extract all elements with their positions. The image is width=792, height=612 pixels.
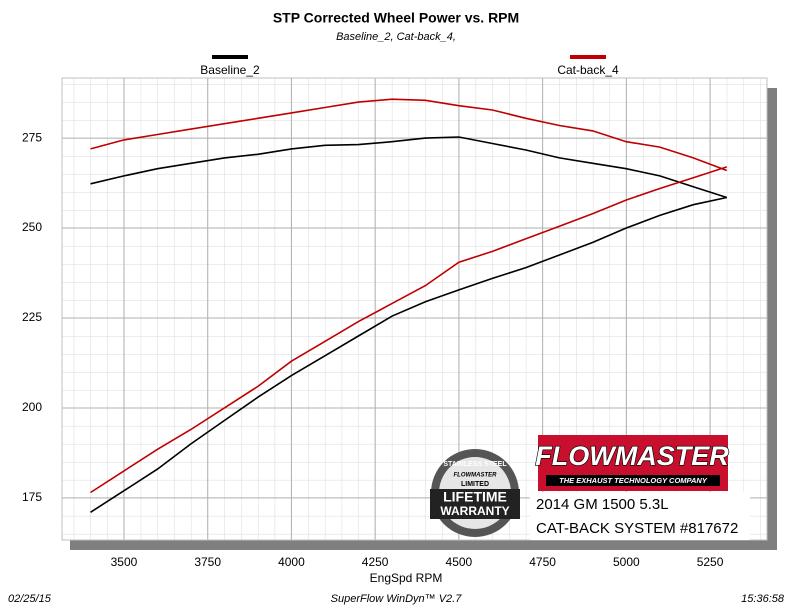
x-tick-label: 3750 (194, 555, 221, 569)
curve (90, 98, 728, 172)
legend-label: Baseline_2 (200, 63, 260, 77)
curve (90, 136, 728, 199)
chart-subtitle: Baseline_2, Cat-back_4, (336, 31, 456, 43)
caption-bg (530, 492, 750, 540)
footer-date: 02/25/15 (8, 593, 52, 605)
x-tick-label: 4250 (362, 555, 389, 569)
badge-band (430, 489, 520, 519)
logo: FLOWMASTER THE EXHAUST TECHNOLOGY COMPAN… (535, 435, 730, 491)
caption-line: CAT-BACK SYSTEM #817672 (536, 520, 738, 537)
y-tick-label: 200 (22, 400, 42, 414)
legend-label: Cat-back_4 (557, 63, 619, 77)
badge-middle: LIMITED (461, 481, 489, 488)
y-tick-label: 250 (22, 220, 42, 234)
x-axis-label: EngSpd RPM (370, 571, 443, 585)
x-tick-label: 5250 (697, 555, 724, 569)
x-tick-label: 4000 (278, 555, 305, 569)
x-tick-label: 4500 (446, 555, 473, 569)
x-tick-label: 5000 (613, 555, 640, 569)
y-tick-label: 275 (22, 130, 42, 144)
curves (90, 98, 728, 513)
x-tick-label: 3500 (111, 555, 138, 569)
footer-software: SuperFlow WinDyn™ V2.7 (331, 593, 463, 605)
badge-line1: LIFETIME (443, 489, 507, 505)
plot-border (61, 77, 768, 541)
badge: STAINLESS STEEL FLOWMASTER LIMITED LIFET… (430, 449, 520, 537)
logo-brand: FLOWMASTER (535, 441, 729, 471)
logo-strip (546, 475, 720, 486)
logo-tagline: THE EXHAUST TECHNOLOGY COMPANY (559, 476, 708, 485)
x-tick-label: 4750 (529, 555, 556, 569)
badge-top: STAINLESS STEEL (443, 461, 507, 468)
y-tick-label: 225 (22, 310, 42, 324)
badge-brand: FLOWMASTER (454, 473, 498, 479)
badge-line2: WARRANTY (440, 504, 509, 518)
caption-line: 2014 GM 1500 5.3L (536, 496, 669, 513)
footer-time: 15:36:58 (741, 593, 785, 605)
chart-title: STP Corrected Wheel Power vs. RPM (273, 10, 519, 26)
y-tick-label: 175 (22, 490, 42, 504)
curve (90, 166, 728, 494)
curve (90, 196, 727, 513)
legend: Baseline_2 Cat-back_4 (200, 55, 619, 77)
